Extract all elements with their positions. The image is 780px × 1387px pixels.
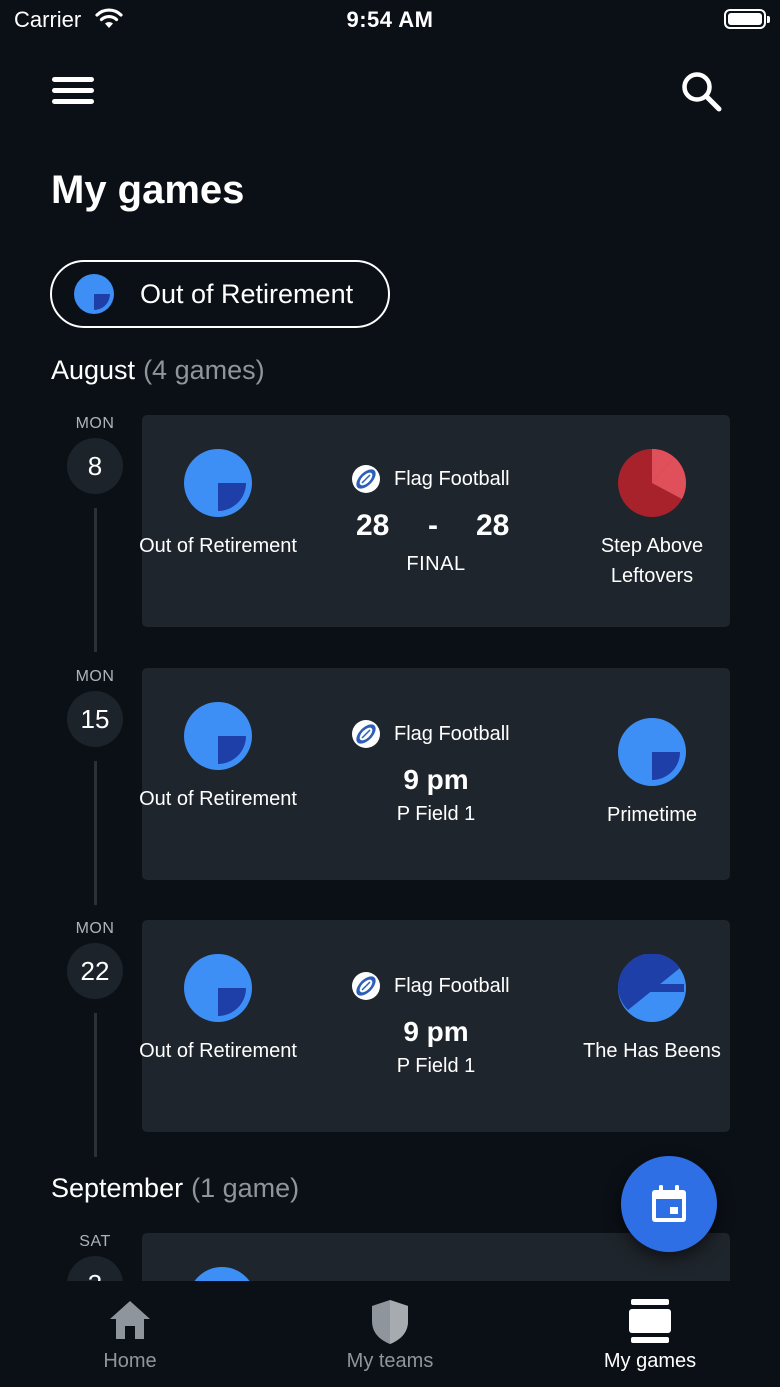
team-logo-icon (618, 954, 686, 1022)
month-header-september: September (1 game) (51, 1173, 299, 1204)
day-number: 8 (67, 438, 123, 494)
away-team-name: Step Above Leftovers (600, 535, 704, 587)
timeline-line (94, 508, 97, 652)
home-team-name: Out of Retirement (139, 1040, 297, 1062)
games-icon (629, 1299, 671, 1343)
day-of-week: MON (75, 920, 115, 937)
away-team-name: Primetime (606, 804, 697, 826)
day-number: 22 (67, 943, 123, 999)
day-number: 3 (67, 1256, 123, 1281)
day-of-week: MON (75, 415, 115, 432)
month-header-august: August (4 games) (51, 355, 265, 386)
nav-label: Home (103, 1350, 157, 1372)
home-icon (110, 1301, 150, 1339)
timeline-line (94, 761, 97, 905)
football-icon (352, 972, 380, 1000)
month-name: August (51, 355, 136, 385)
team-logo-icon (618, 449, 686, 517)
game-card[interactable]: Out of Retirement Flag Football 9 pm P F… (139, 920, 730, 1132)
month-game-count: (4 games) (143, 355, 265, 385)
sport-name: Flag Football (394, 974, 510, 997)
bottom-nav: Home My teams My games (0, 1281, 780, 1387)
home-team-name: Out of Retirement (139, 535, 297, 557)
day-of-week: SAT (79, 1233, 111, 1250)
nav-label: My teams (346, 1350, 434, 1372)
football-icon (352, 465, 380, 493)
battery-icon (724, 9, 770, 29)
away-score: 28 (476, 509, 510, 542)
away-team: Primetime (562, 668, 742, 830)
sport-row: Flag Football (352, 720, 510, 748)
team-logo-icon (74, 274, 114, 314)
away-team: The Has Beens (562, 920, 742, 1066)
home-team: Out of Retirement (128, 668, 308, 814)
game-field: P Field 1 (396, 803, 476, 825)
search-icon[interactable] (680, 70, 724, 114)
timeline-line (94, 1013, 97, 1157)
home-team: Out of Retirement (128, 415, 308, 561)
page-title: My games (51, 168, 245, 212)
sport-row: Flag Football (352, 465, 510, 493)
game-card[interactable]: Out of Retirement Flag Football 28 - 28 … (139, 415, 730, 627)
team-logo-icon (184, 954, 252, 1022)
football-icon (352, 720, 380, 748)
game-field: P Field 1 (396, 1055, 476, 1077)
nav-label: My games (603, 1350, 697, 1372)
day-number: 15 (67, 691, 123, 747)
menu-icon (52, 77, 94, 82)
game-time: 9 pm (403, 764, 469, 795)
sport-name: Flag Football (394, 467, 510, 490)
calendar-icon (652, 1185, 686, 1222)
clock: 9:54 AM (346, 7, 434, 32)
home-score: 28 (356, 509, 390, 542)
nav-my-teams[interactable]: My teams (260, 1281, 520, 1387)
day-number-clip: 3 (67, 1256, 123, 1281)
home-team: Out of Retirement (128, 920, 308, 1066)
game-card[interactable]: Out of Retirement Flag Football 9 pm P F… (139, 668, 730, 880)
month-name: September (51, 1173, 184, 1203)
game-time: 9 pm (403, 1016, 469, 1047)
team-logo-icon (184, 449, 252, 517)
team-logo-icon (184, 702, 252, 770)
menu-button[interactable] (52, 75, 96, 107)
team-logo-icon (618, 718, 686, 786)
shield-icon (372, 1300, 408, 1344)
away-team: Step Above Leftovers (562, 415, 742, 591)
calendar-fab[interactable] (621, 1156, 717, 1252)
sport-row: Flag Football (352, 972, 510, 1000)
nav-my-games[interactable]: My games (520, 1281, 780, 1387)
day-of-week: MON (75, 668, 115, 685)
carrier-label: Carrier (14, 7, 82, 32)
home-team-name: Out of Retirement (139, 788, 297, 810)
team-logo-icon (194, 1267, 250, 1281)
wifi-icon (95, 8, 123, 28)
team-filter-label: Out of Retirement (140, 278, 354, 309)
game-card[interactable] (142, 1233, 730, 1281)
nav-home[interactable]: Home (0, 1281, 260, 1387)
team-filter-chip[interactable]: Out of Retirement (50, 260, 390, 328)
away-team-name: The Has Beens (583, 1040, 721, 1062)
month-game-count: (1 game) (191, 1173, 300, 1203)
score-separator: - (428, 509, 438, 542)
game-status: FINAL (406, 553, 466, 575)
status-bar: Carrier 9:54 AM (0, 0, 780, 40)
sport-name: Flag Football (394, 722, 510, 745)
